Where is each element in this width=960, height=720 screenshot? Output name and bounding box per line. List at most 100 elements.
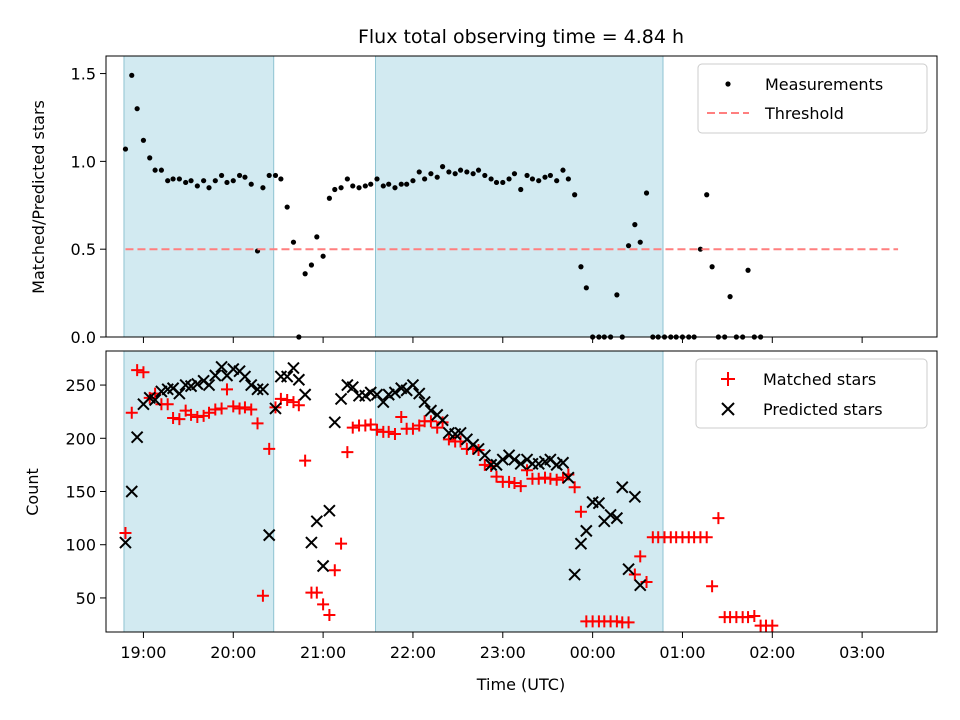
predicted-star-point (251, 383, 264, 396)
legend-measurements-label: Measurements (765, 75, 883, 94)
legend-threshold-label: Threshold (764, 104, 844, 123)
matched-star-point (299, 454, 312, 467)
matched-star-point (478, 458, 491, 471)
measurement-point (266, 172, 272, 179)
predicted-star-point (484, 458, 498, 472)
matched-star-point (634, 550, 647, 563)
matched-star-point (227, 400, 240, 413)
predicted-star-point (298, 388, 312, 401)
matched-star-point (442, 433, 455, 446)
chart-title: Flux total observing time = 4.84 h (358, 26, 684, 48)
matched-star-point (436, 416, 449, 429)
top-y-tick-label: 1.5 (71, 65, 96, 84)
measurement-point (272, 172, 279, 179)
matched-star-point (346, 421, 359, 434)
measurement-point (404, 181, 410, 187)
matched-star-point (532, 472, 545, 485)
measurement-point (475, 167, 482, 173)
measurement-point (201, 178, 207, 184)
legend-predicted-label: Predicted stars (763, 400, 883, 419)
measurement-point (578, 264, 584, 270)
measurement-point (242, 174, 248, 180)
matched-star-point (490, 470, 503, 483)
predicted-star-point (191, 377, 204, 391)
measurement-point (482, 172, 488, 179)
measurement-point (194, 183, 200, 189)
measurement-point (362, 183, 368, 189)
measurement-point (727, 294, 733, 300)
measurement-point (464, 169, 470, 175)
matched-star-point (568, 481, 581, 494)
predicted-star-point (215, 360, 228, 374)
matched-star-point (256, 589, 269, 602)
matched-star-point (233, 402, 246, 415)
matched-star-point (712, 512, 725, 525)
bottom-legend-box (695, 358, 928, 429)
measurement-point (350, 183, 356, 189)
top-y-tick-labels: 0.0 0.5 1.0 1.5 (71, 65, 96, 347)
predicted-star-point (148, 393, 162, 407)
measurement-point (422, 176, 428, 182)
predicted-star-point (173, 387, 186, 400)
measurement-point (152, 167, 158, 173)
predicted-star-point (287, 361, 300, 375)
predicted-star-point (328, 416, 341, 429)
measurement-point (511, 171, 518, 177)
measurement-point (165, 178, 171, 184)
bottom-shaded-intervals (123, 350, 664, 633)
bottom-y-tick-labels: 50 100 150 200 250 (65, 376, 96, 608)
predicted-star-point (628, 490, 642, 504)
measurement-point (260, 185, 266, 191)
matched-star-point (382, 425, 395, 438)
predicted-star-point (610, 511, 624, 525)
legend-measurements-marker (725, 81, 731, 87)
matched-star-point (742, 611, 755, 624)
predicted-star-point (436, 413, 449, 427)
predicted-star-point (508, 453, 521, 466)
measurement-point (439, 164, 446, 170)
predicted-star-point (346, 380, 359, 394)
x-tick-label: 20:00 (210, 643, 256, 662)
legend-matched-label: Matched stars (763, 370, 876, 389)
bottom-series (119, 360, 779, 632)
measurement-point (565, 176, 571, 182)
predicted-star-point (130, 431, 144, 444)
measurement-point (560, 167, 566, 173)
matched-star-point (364, 418, 377, 431)
top-panel: 0.0 0.5 1.0 1.5 Matched/Predicted stars Mea… (29, 55, 938, 347)
top-axes-frame (105, 55, 938, 338)
measurement-point (122, 146, 129, 152)
measurement-point (542, 174, 548, 180)
predicted-star-point (616, 481, 629, 494)
predicted-star-point (388, 386, 402, 399)
measurement-point (170, 176, 176, 182)
bottom-y-tick-label: 200 (65, 429, 96, 448)
predicted-star-point (496, 453, 509, 466)
predicted-star-point (238, 370, 252, 383)
measurement-point (147, 155, 153, 161)
predicted-star-point (634, 578, 647, 592)
top-ticks (100, 73, 863, 343)
matched-star-point (292, 399, 305, 412)
measurement-point (614, 292, 620, 298)
measurement-point (572, 192, 578, 198)
measurement-point (583, 285, 589, 291)
matched-star-point (328, 564, 341, 577)
bottom-ticks (100, 384, 863, 638)
predicted-star-point (323, 504, 336, 517)
matched-star-point (119, 527, 132, 540)
matched-star-point (514, 480, 527, 493)
measurement-point (536, 178, 542, 184)
matched-star-point (388, 428, 401, 441)
predicted-star-point (310, 515, 324, 528)
measurement-point (158, 167, 164, 173)
measurement-point (386, 181, 392, 187)
predicted-star-point (202, 378, 216, 392)
measurement-point (434, 174, 440, 180)
measurement-point (284, 204, 290, 210)
bottom-y-tick-label: 100 (65, 536, 96, 555)
matched-star-point (251, 417, 264, 430)
measurement-point (344, 176, 350, 182)
predicted-star-point (604, 508, 617, 522)
